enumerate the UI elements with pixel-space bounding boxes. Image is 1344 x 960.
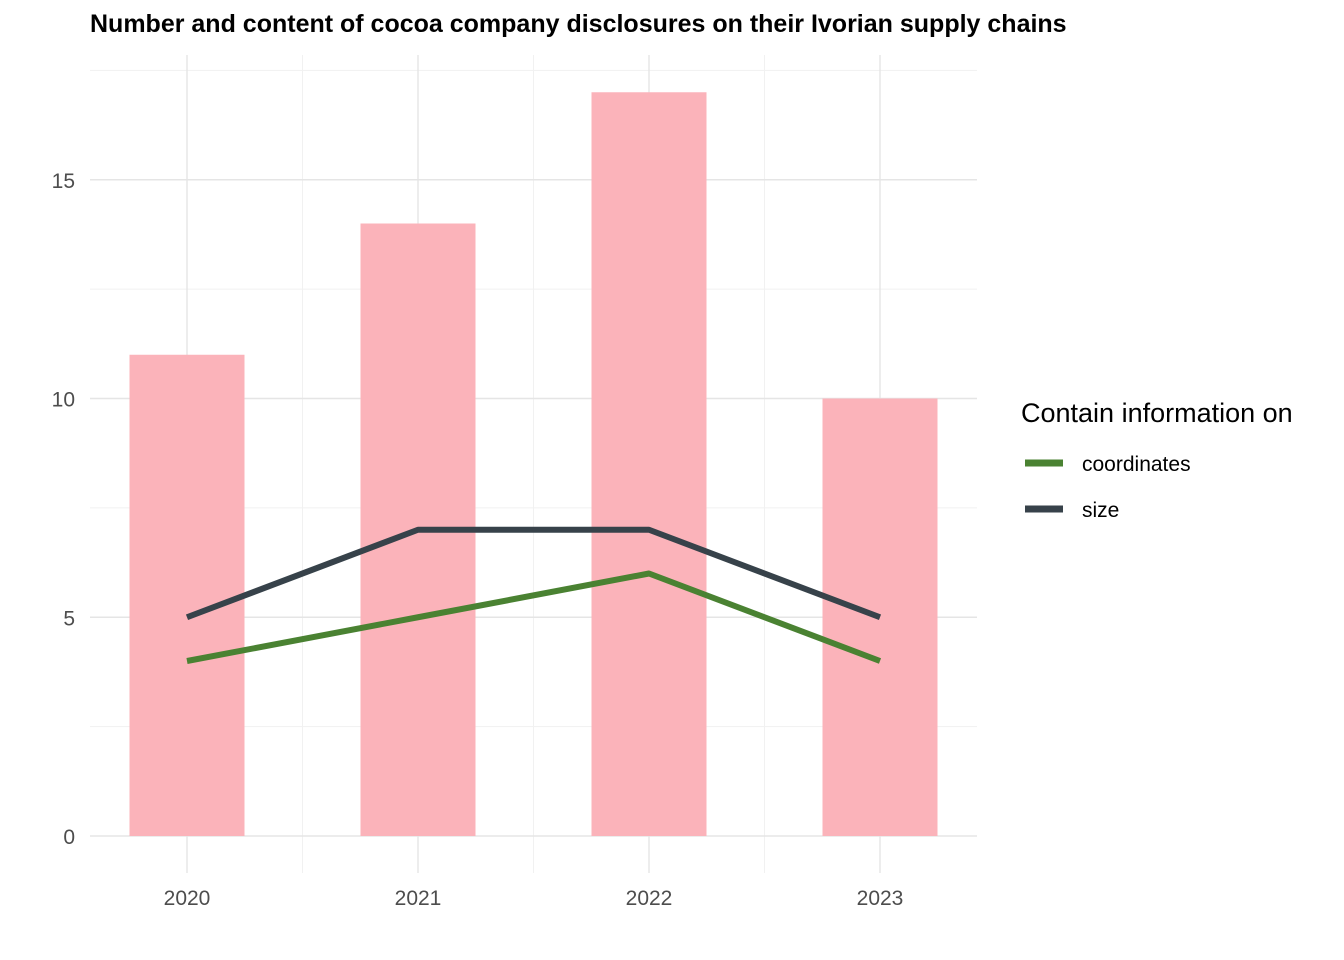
legend-label-size: size bbox=[1082, 499, 1119, 522]
x-axis-ticks: 2020 2021 2022 2023 bbox=[164, 887, 904, 910]
legend: Contain information on coordinates size bbox=[1021, 398, 1293, 522]
x-tick-label: 2020 bbox=[164, 887, 211, 910]
x-tick-label: 2022 bbox=[626, 887, 673, 910]
bar-2022 bbox=[591, 92, 707, 836]
series-line-coordinates bbox=[186, 570, 882, 664]
y-tick-label: 0 bbox=[63, 826, 75, 849]
y-tick-label: 5 bbox=[63, 607, 75, 630]
lines bbox=[185, 526, 882, 664]
bar-2020 bbox=[129, 354, 245, 836]
x-tick-label: 2021 bbox=[395, 887, 442, 910]
y-tick-label: 15 bbox=[52, 170, 75, 193]
legend-label-coordinates: coordinates bbox=[1082, 453, 1191, 476]
y-tick-label: 10 bbox=[52, 389, 75, 412]
y-axis-ticks: 0 5 10 15 bbox=[52, 170, 75, 849]
bars bbox=[129, 92, 938, 836]
legend-title: Contain information on bbox=[1021, 398, 1293, 428]
chart-title: Number and content of cocoa company disc… bbox=[90, 10, 1067, 38]
series-line-size bbox=[185, 526, 882, 621]
x-tick-label: 2023 bbox=[857, 887, 904, 910]
